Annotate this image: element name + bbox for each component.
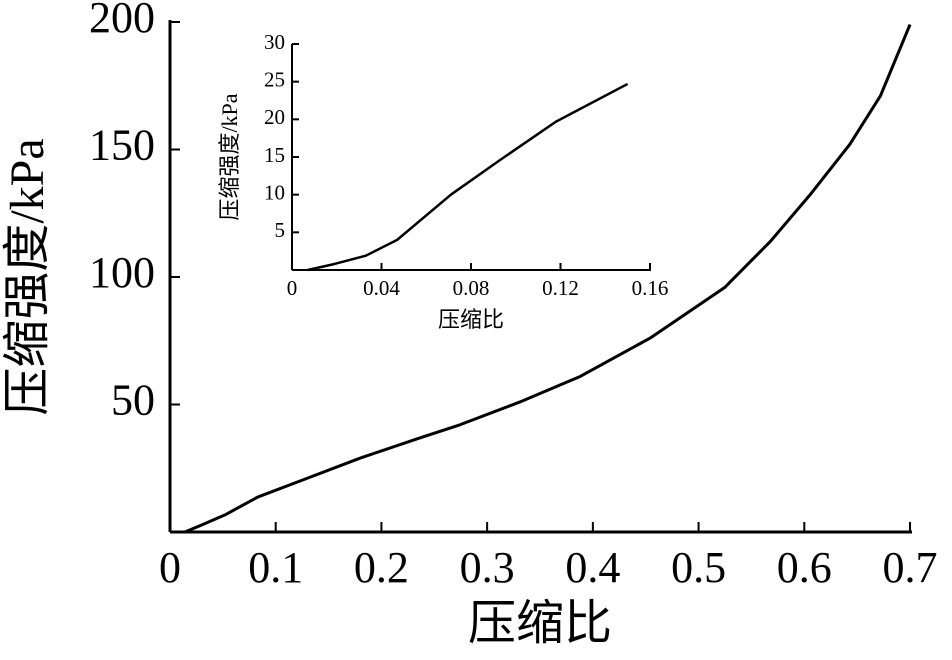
x-tick-label: 0.12 (542, 276, 579, 300)
x-tick-label: 0.04 (363, 276, 400, 300)
x-tick-label: 0 (287, 276, 298, 300)
data-line (307, 82, 629, 272)
x-tick-label: 0.6 (777, 543, 832, 592)
x-axis-label: 压缩比 (468, 597, 612, 650)
x-tick-label: 0.4 (565, 543, 620, 592)
x-tick-label: 0.08 (453, 276, 490, 300)
y-tick-label: 100 (89, 248, 155, 297)
x-tick-label: 0.3 (460, 543, 515, 592)
y-axis-label: 压缩强度/kPa (217, 93, 242, 220)
y-tick-label: 50 (111, 376, 155, 425)
x-tick-label: 0.16 (632, 276, 669, 300)
y-tick-label: 200 (89, 0, 155, 42)
y-tick-label: 5 (275, 218, 286, 242)
y-tick-label: 25 (264, 67, 285, 91)
y-tick-label: 20 (264, 105, 285, 129)
data-line (184, 23, 912, 534)
y-axis-label: 压缩强度/kPa (1, 138, 54, 415)
x-tick-label: 0 (159, 543, 181, 592)
x-tick-label: 0.1 (248, 543, 303, 592)
x-axis-label: 压缩比 (438, 307, 504, 332)
y-tick-label: 10 (264, 180, 285, 204)
y-tick-label: 30 (264, 30, 285, 54)
x-tick-label: 0.7 (883, 543, 938, 592)
y-tick-label: 150 (89, 121, 155, 170)
y-tick-label: 15 (264, 143, 285, 167)
x-tick-label: 0.5 (671, 543, 726, 592)
x-tick-label: 0.2 (354, 543, 409, 592)
